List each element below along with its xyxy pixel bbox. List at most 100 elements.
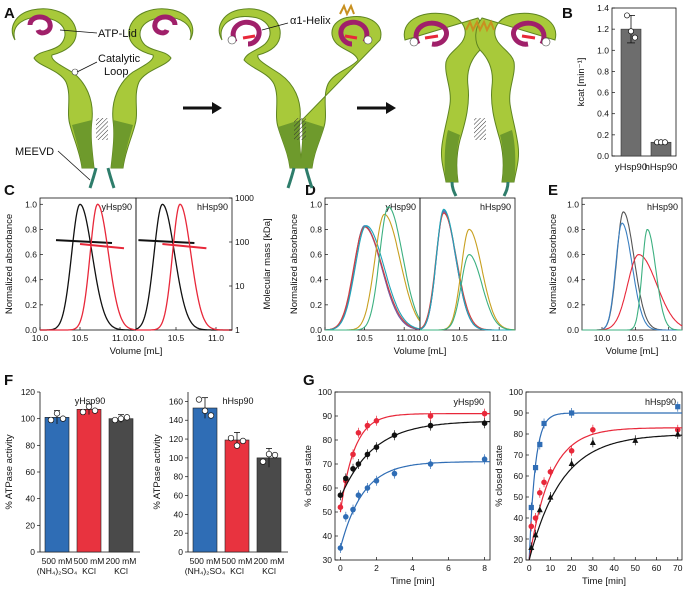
x-axis-label: Volume [mL]: [110, 346, 163, 357]
y-tick-label: 40: [174, 509, 184, 519]
category-label: KCl: [82, 566, 96, 576]
data-point: [590, 427, 596, 433]
y-axis-label: Normalized absorbance: [4, 214, 15, 314]
subplot-title: hHsp90: [647, 202, 678, 212]
x-tick-label: 10.5: [168, 333, 185, 343]
data-point: [259, 458, 267, 465]
data-point: [350, 451, 356, 458]
data-point: [391, 470, 398, 477]
y-tick-label: 60: [26, 467, 36, 477]
bar: [108, 418, 134, 553]
plot-frame: [39, 197, 137, 331]
y-tick-label: 120: [21, 387, 35, 397]
fit-curve: [528, 412, 682, 561]
subplot-title: yHsp90: [453, 397, 484, 407]
y-tick-label: 0: [30, 547, 35, 557]
closed-state-dimer: [403, 12, 557, 197]
sec-curve: [40, 203, 136, 331]
y-tick-label: 0.2: [310, 300, 322, 310]
x-tick-label: 10.5: [72, 333, 89, 343]
data-point: [624, 12, 630, 19]
x-tick-label: 10.0: [32, 333, 49, 343]
y-tick-label: 0.2: [25, 300, 37, 310]
data-point: [568, 448, 575, 454]
data-point: [355, 492, 362, 499]
data-point: [271, 451, 279, 459]
arrow-2: [386, 102, 396, 114]
panel-label-b: B: [562, 5, 573, 22]
x-tick-label: 70: [673, 563, 683, 573]
data-point: [547, 493, 554, 500]
category-label: hHsp90: [645, 162, 678, 173]
data-point: [427, 422, 434, 429]
meevd-label: MEEVD: [15, 146, 54, 158]
data-point: [589, 439, 596, 445]
y2-tick-label: 1: [235, 325, 240, 335]
y-tick-label: 70: [514, 450, 524, 460]
y-tick-label: 100: [318, 387, 332, 397]
plot-frame: [611, 7, 677, 157]
bar: [76, 409, 102, 553]
data-point: [337, 492, 344, 499]
fit-curve: [528, 427, 682, 561]
mass-trace: [55, 239, 113, 244]
sec-hhsp90-chart: 10.0 10.5 11.0 0.0 0.2 0.4 0.6 0.8 1.0 hHsp90 Norm…: [548, 197, 683, 357]
catalytic-loop-label-line1: Catalytic: [98, 53, 141, 65]
data-point: [675, 404, 681, 410]
data-point: [528, 544, 535, 550]
data-point: [53, 410, 61, 417]
bar: [256, 457, 282, 553]
y-tick-label: 40: [26, 494, 36, 504]
y-tick-label: 1.0: [567, 199, 579, 209]
data-point: [427, 413, 434, 419]
category-label: 500 mM: [222, 556, 253, 566]
data-point: [59, 415, 67, 422]
sec-mutant-chart: 10.0 10.5 11.0 0.0 0.2 0.4 0.6 0.8 1.0 yHsp90 10.0…: [289, 197, 516, 357]
bar-yHsp90: [620, 28, 642, 157]
category-label: (NH₄)₂SO₄: [37, 566, 78, 576]
y-tick-label: 1.0: [25, 199, 37, 209]
data-point: [111, 416, 119, 424]
x-tick-label: 10.0: [412, 333, 429, 343]
y2-tick-label: 1000: [235, 193, 254, 203]
x-tick-label: 10: [546, 563, 556, 573]
y-tick-label: 30: [323, 555, 333, 565]
sec-curve: [582, 222, 682, 331]
y-tick-label: 30: [514, 534, 524, 544]
y-tick-label: 90: [323, 411, 333, 421]
subplot-title: hHsp90: [222, 396, 253, 406]
x-tick-label: 4: [410, 563, 415, 573]
data-point: [239, 437, 247, 445]
kcat-bar-chart: 0.0 0.2 0.4 0.6 0.8 1.0 1.2 1.4 kcat [min⁻¹] yHsp…: [576, 3, 677, 173]
y-tick-label: 20: [174, 528, 184, 538]
y-tick-label: 140: [169, 415, 183, 425]
data-point: [355, 430, 362, 436]
y-tick-label: 80: [26, 440, 36, 450]
y-tick-label: 40: [323, 531, 333, 541]
category-label: yHsp90: [615, 162, 647, 173]
subplot-title: yHsp90: [101, 202, 132, 212]
y-tick-label: 50: [323, 507, 333, 517]
x-axis-label: Time [min]: [582, 576, 626, 587]
x-tick-label: 20: [567, 563, 577, 573]
data-point: [662, 139, 668, 146]
data-point: [536, 506, 543, 513]
fit-curve: [528, 434, 682, 561]
y-tick-label: 0.8: [310, 224, 322, 234]
y-tick-label: 1.0: [597, 45, 609, 55]
data-point: [337, 504, 344, 511]
y-tick-label: 0.2: [567, 300, 579, 310]
y-tick-label: 60: [174, 491, 184, 501]
data-point: [547, 469, 554, 475]
x-tick-label: 8: [482, 563, 487, 573]
data-point: [373, 418, 380, 424]
data-point: [233, 442, 241, 449]
data-point: [532, 465, 539, 471]
y-tick-label: 100: [21, 414, 35, 424]
y-tick-label: 0: [178, 547, 183, 557]
data-point: [373, 444, 380, 451]
y-tick-label: 0.0: [25, 325, 37, 335]
arrow-1: [212, 102, 222, 114]
data-point: [391, 432, 398, 439]
